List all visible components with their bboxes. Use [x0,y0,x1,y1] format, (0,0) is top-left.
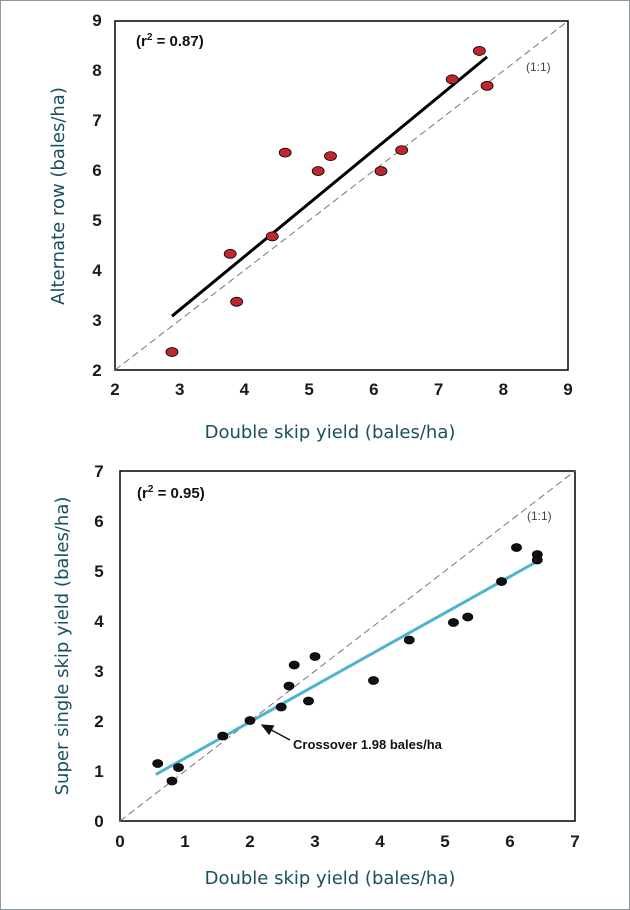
data-point [395,145,409,156]
y-tick-label: 3 [94,662,103,681]
data-point [445,74,459,85]
y-tick-label: 6 [92,161,101,180]
x-tick-label: 2 [110,380,119,399]
r-squared-label: (r2 = 0.95) [137,484,205,502]
data-point [511,543,522,552]
x-tick-label: 0 [115,832,124,851]
x-tick-label: 7 [570,832,579,851]
y-tick-label: 2 [92,361,101,380]
data-point [462,612,474,622]
y-tick-label: 8 [92,61,101,80]
data-point [303,696,314,706]
identity-line [119,470,576,822]
data-point [166,776,178,786]
x-tick-label: 5 [440,832,449,851]
identity-line-label: (1:1) [526,60,551,74]
x-tick-label: 4 [375,832,385,851]
x-tick-label: 8 [499,380,508,399]
data-point [230,296,244,307]
data-point [496,577,507,586]
x-tick-label: 6 [369,380,378,399]
crossover-arrow [260,724,291,741]
x-tick-labels: 0 1 2 3 4 5 6 7 [115,832,579,851]
x-axis-label: Double skip yield (bales/ha) [205,422,456,443]
x-tick-label: 6 [505,832,514,851]
data-point [368,676,379,685]
identity-line [114,20,569,371]
chart-marks [114,20,569,371]
y-tick-label: 5 [94,562,103,581]
regression-line [170,55,489,318]
y-axis-label: Alternate row (bales/ha) [48,87,69,305]
y-tick-label: 2 [94,712,103,731]
y-tick-label: 7 [94,462,103,481]
x-tick-label: 1 [180,832,189,851]
identity-line-label: (1:1) [527,509,552,523]
x-tick-label: 4 [240,380,250,399]
data-point [448,618,459,627]
y-tick-labels: 2 3 4 5 6 7 8 9 [92,11,102,380]
data-point [278,147,292,158]
chart-super-single-skip: 0 1 2 3 4 5 6 7 0 1 2 3 4 5 6 7 Double s… [52,462,580,889]
y-tick-label: 6 [94,512,103,531]
r-squared-label: (r2 = 0.87) [136,32,204,50]
x-tick-label: 9 [563,380,572,399]
x-tick-labels: 2 3 4 5 6 7 8 9 [110,380,572,399]
data-point [283,681,295,691]
data-point [173,763,184,772]
y-tick-label: 4 [92,261,102,280]
crossover-annotation: Crossover 1.98 bales/ha [293,737,443,752]
y-tick-label: 4 [94,612,104,631]
data-point [374,166,388,176]
y-tick-label: 5 [92,211,101,230]
data-point [275,702,287,712]
x-tick-label: 3 [175,380,184,399]
x-tick-label: 7 [434,380,443,399]
data-point [288,660,300,670]
data-point [480,80,494,91]
x-tick-label: 2 [245,832,254,851]
y-tick-label: 7 [92,111,101,130]
data-point [244,716,256,725]
data-point [223,248,237,259]
data-point [165,347,179,357]
chart-marks [119,470,576,822]
data-point [531,555,543,565]
data-point [309,652,321,661]
y-tick-label: 9 [92,11,101,30]
data-point [403,635,415,645]
data-point [311,166,325,176]
data-point [324,151,337,162]
plot-area [114,20,569,371]
y-tick-label: 0 [94,812,103,831]
plot-area [119,470,576,822]
y-tick-labels: 0 1 2 3 4 5 6 7 [94,462,104,831]
chart-alternate-row: 2 3 4 5 6 7 8 9 2 3 4 5 6 7 8 9 Double s… [48,11,573,443]
data-point [265,231,279,242]
data-point [217,731,229,741]
y-axis-label: Super single skip yield (bales/ha) [52,497,73,796]
x-tick-label: 5 [304,380,313,399]
y-tick-label: 1 [94,762,103,781]
x-axis-label: Double skip yield (bales/ha) [205,868,456,889]
x-tick-label: 3 [310,832,319,851]
data-point [152,759,164,768]
data-point [472,46,486,56]
y-tick-label: 3 [92,311,101,330]
